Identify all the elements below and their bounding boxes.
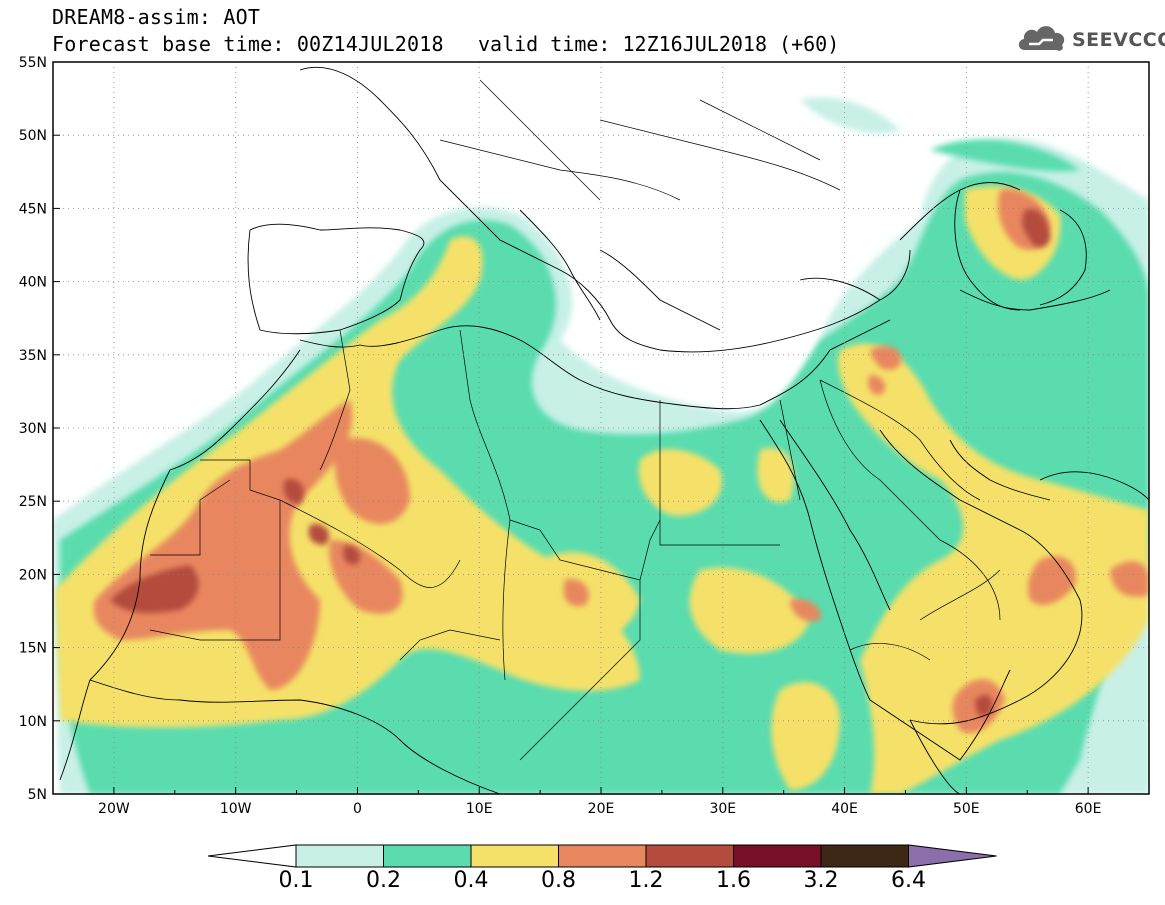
lon-tick-label: 20W [98,801,130,817]
colorbar-label: 0.1 [278,868,314,893]
colorbar-max-arrow [908,844,997,868]
axis-ticks: 20W 10W 0 10E 20E 30E 40E 50E 60E 55N 50N 45N 40N 35N… [19,55,1150,817]
gridlines [53,62,1149,794]
lat-tick-label: 40N [19,275,47,291]
colorbar-swatch [470,844,559,868]
colorbar-swatch [733,844,822,868]
colorbar-label: 6.4 [891,868,926,893]
colorbar-swatch [383,844,472,868]
lat-tick-label: 35N [19,348,47,364]
lat-tick-label: 25N [19,494,47,510]
lat-tick-label: 5N [28,787,47,803]
aot-band-1.2 [110,209,1050,717]
colorbar-swatch [295,844,384,868]
logo-text: SEEVCCC [1072,29,1165,51]
valid-time: valid time: 12Z16JUL2018 (+60) [478,32,840,56]
coastlines [59,66,1149,794]
colorbar [207,844,997,868]
lat-tick-label: 45N [19,201,47,217]
colorbar-label: 0.2 [366,868,401,893]
colorbar-swatch [645,844,734,868]
colorbar-label: 1.6 [716,868,751,893]
lat-tick-label: 20N [19,567,47,583]
lon-tick-label: 10W [220,801,252,817]
lon-tick-label: 0 [353,801,362,817]
lat-tick-label: 30N [19,421,47,437]
forecast-base-time: Forecast base time: 00Z14JUL2018 [52,32,444,56]
map-title: DREAM8-assim: AOT [52,5,261,29]
colorbar-label: 0.8 [541,868,576,893]
lat-tick-label: 50N [19,128,47,144]
aot-band-0.8 [93,189,1149,734]
seevccc-logo: SEEVCCC [1015,20,1165,60]
lat-tick-label: 10N [19,714,47,730]
country-borders [149,79,1001,761]
colorbar-swatch [820,844,909,868]
lat-tick-label: 55N [19,55,47,71]
colorbar-label: 0.4 [453,868,489,893]
lon-tick-label: 20E [588,801,615,817]
colorbar-label: 3.2 [803,868,839,893]
colorbar-swatch [558,844,647,868]
lon-tick-label: 60E [1075,801,1102,817]
lon-tick-label: 40E [831,801,858,817]
aot-fields [53,97,1149,794]
lat-tick-label: 15N [19,641,47,657]
cloud-icon [1018,26,1065,51]
lon-tick-label: 30E [709,801,736,817]
lon-tick-label: 10E [466,801,493,817]
colorbar-min-arrow [207,844,297,868]
lon-tick-label: 50E [953,801,980,817]
colorbar-label: 1.2 [628,868,664,893]
